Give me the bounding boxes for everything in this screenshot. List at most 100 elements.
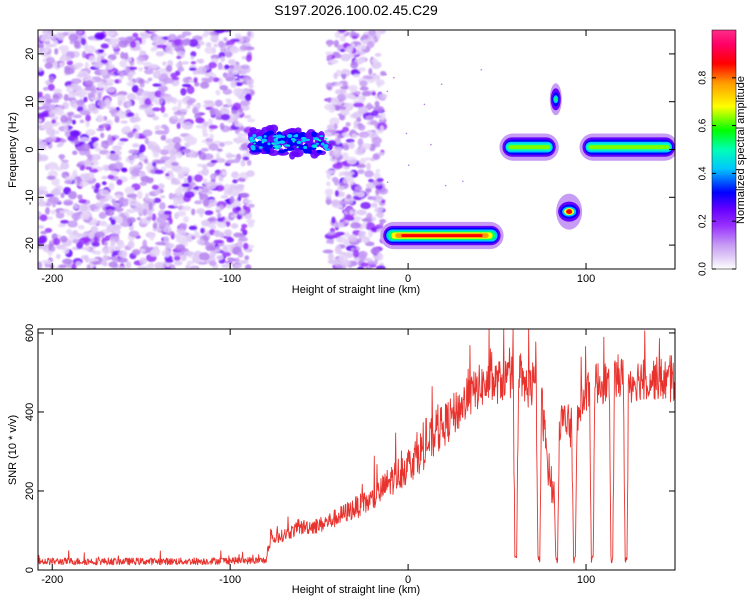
noise-blob — [100, 143, 108, 148]
noise-blob — [367, 260, 379, 265]
noise-blob — [103, 38, 110, 42]
noise-blob — [121, 168, 128, 173]
noise-blob — [177, 99, 182, 108]
noise-blob — [374, 206, 380, 213]
noise-blob — [144, 68, 154, 75]
noise-blob — [375, 169, 381, 173]
noise-blob — [100, 59, 109, 64]
noise-blob — [360, 201, 372, 210]
noise-blob — [160, 105, 166, 114]
noise-blob — [43, 93, 51, 101]
noise-blob — [67, 220, 78, 228]
noise-blob — [66, 60, 74, 66]
noise-blob — [216, 217, 224, 223]
noise-blob — [208, 124, 218, 130]
noise-blob — [151, 184, 159, 190]
noise-blob — [334, 82, 344, 87]
noise-blob — [72, 169, 78, 176]
noise-blob — [334, 88, 344, 95]
cluster-blob — [249, 127, 257, 133]
noise-blob — [38, 106, 44, 111]
noise-blob — [353, 102, 365, 108]
spectrogram-noise-region — [38, 30, 256, 269]
noise-blob — [201, 219, 211, 227]
noise-blob — [63, 124, 69, 132]
noise-blob — [187, 175, 193, 183]
noise-blob — [225, 204, 234, 209]
noise-blob — [160, 87, 166, 96]
noise-blob — [177, 66, 185, 72]
noise-blob — [158, 210, 165, 214]
noise-blob — [100, 43, 109, 49]
noise-blob — [157, 183, 165, 190]
noise-blob — [102, 254, 108, 262]
noise-blob — [228, 64, 235, 69]
noise-blob — [180, 39, 191, 46]
noise-blob — [233, 87, 243, 96]
cluster-blob — [263, 135, 267, 138]
noise-blob — [45, 127, 56, 136]
cluster-blob — [310, 150, 319, 159]
noise-blob — [208, 76, 215, 81]
noise-blob — [204, 210, 214, 216]
noise-blob — [174, 142, 182, 151]
noise-blob — [90, 136, 99, 142]
cluster-blob — [317, 138, 320, 141]
noise-blob — [163, 145, 174, 151]
noise-blob — [242, 204, 248, 211]
noise-blob — [216, 148, 223, 152]
noise-blob — [334, 190, 340, 197]
noise-blob — [136, 190, 143, 200]
noise-blob — [118, 37, 128, 41]
noise-blob — [79, 119, 85, 124]
noise-blob — [328, 59, 339, 65]
noise-blob — [69, 130, 81, 137]
noise-blob — [176, 200, 183, 205]
noise-blob — [45, 193, 55, 198]
noise-blob — [336, 236, 347, 243]
noise-blob — [143, 158, 149, 164]
cluster-blob — [281, 135, 285, 138]
noise-blob — [188, 38, 199, 47]
noise-blob — [149, 63, 159, 69]
noise-blob — [144, 97, 152, 106]
snr-panel: -200 -100 0 100 0 200 400 600 Height of straig… — [7, 324, 676, 596]
noise-blob — [220, 195, 229, 199]
noise-blob — [158, 222, 166, 228]
noise-blob — [66, 228, 73, 235]
cluster-blob — [249, 138, 254, 143]
noise-blob — [359, 86, 369, 91]
signal-band-F — [579, 133, 675, 161]
noise-blob — [50, 97, 60, 104]
noise-blob — [129, 41, 137, 48]
noise-blob — [66, 210, 74, 217]
cluster-blob — [292, 140, 295, 143]
noise-blob — [71, 119, 76, 125]
noise-blob — [192, 106, 198, 115]
noise-blob — [38, 154, 49, 162]
noise-blob — [129, 60, 135, 66]
noise-blob — [176, 55, 182, 60]
noise-blob — [337, 185, 345, 191]
noise-blob — [114, 79, 120, 84]
noise-blob — [360, 143, 372, 150]
noise-blob — [370, 247, 380, 255]
noise-blob — [221, 170, 227, 176]
noise-blob — [47, 83, 55, 91]
noise-blob — [67, 111, 75, 116]
noise-blob — [207, 217, 216, 222]
noise-blob — [244, 264, 252, 269]
noise-blob — [126, 112, 135, 117]
noise-blob — [88, 104, 93, 111]
noise-blob — [333, 123, 338, 130]
noise-blob — [329, 227, 336, 233]
noise-blob — [228, 59, 237, 65]
cluster-blob — [276, 134, 283, 139]
signal-spot-D — [549, 83, 562, 116]
bottom-y-tick-label: 200 — [24, 482, 36, 500]
noise-blob — [354, 185, 363, 192]
noise-blob — [174, 212, 179, 220]
noise-blob — [371, 91, 376, 96]
noise-blob — [329, 117, 340, 126]
